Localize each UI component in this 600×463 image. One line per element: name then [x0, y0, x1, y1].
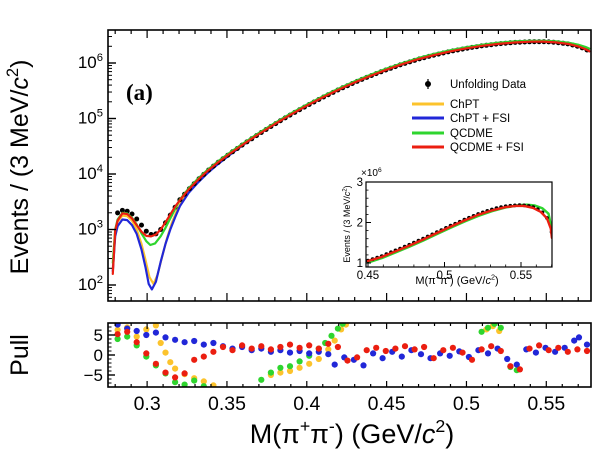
main-axes — [107, 29, 592, 302]
inset-plot: ×106 Events / (3 MeV/c2) M(π+π-) (GeV/c2… — [342, 167, 553, 287]
pull-y-tick-label: −5 — [84, 366, 103, 385]
legend: Unfolding Data ChPT ChPT + FSI QCDME QCD… — [412, 79, 527, 154]
inset-x-axis-title: M(π+π-) (GeV/c2) — [415, 273, 498, 287]
x-tick-label: 0.4 — [293, 393, 320, 415]
main-y-axis-title: Events / (3 MeV/c2) — [4, 60, 34, 275]
inset-y-tick-label: 2 — [357, 218, 363, 230]
pull-y-tick-label: 0 — [94, 346, 103, 365]
main-y-tick-label: 103 — [78, 219, 103, 239]
legend-row-qcdme-fsi: QCDME + FSI — [412, 142, 524, 154]
pull-axes — [107, 322, 592, 388]
x-tick-label: 0.3 — [134, 393, 161, 415]
main-y-tick-label: 104 — [78, 163, 103, 183]
inset-curves — [366, 203, 552, 264]
main-plot: (a) — [107, 29, 592, 302]
main-curves — [111, 39, 591, 291]
inset-scale-label: ×106 — [361, 167, 382, 179]
x-tick-label: 0.55 — [527, 393, 565, 415]
panel-label: (a) — [126, 80, 153, 105]
x-tick-label: 0.5 — [453, 393, 480, 415]
pull-points — [114, 323, 591, 387]
tick-labels: 102 103 104 105 106 50−5 0.3 0.35 0.4 0.45 0.5 0.55… — [78, 52, 566, 415]
inset-axes — [365, 181, 553, 268]
inset-y-tick-label: 3 — [357, 177, 363, 189]
x-tick-label: 0.35 — [208, 393, 246, 415]
inset-x-tick-label: 0.55 — [510, 270, 532, 282]
legend-row-chpt: ChPT — [412, 99, 479, 111]
legend-label-qcdme-fsi: QCDME + FSI — [450, 142, 524, 154]
legend-label-chpt-fsi: ChPT + FSI — [450, 113, 510, 125]
pull-y-axis-title: Pull — [6, 334, 34, 376]
legend-label-qcdme: QCDME — [450, 128, 493, 140]
inset-y-axis-title: Events / (3 MeV/c2) — [342, 185, 352, 262]
pull-y-tick-label: 5 — [94, 326, 103, 345]
main-y-tick-label: 105 — [78, 108, 103, 128]
inset-x-tick-label: 0.45 — [357, 270, 379, 282]
legend-row-qcdme: QCDME — [412, 128, 493, 140]
legend-row-chpt-fsi: ChPT + FSI — [412, 113, 510, 125]
inset-x-tick-label: 0.5 — [437, 270, 453, 282]
legend-row-data: Unfolding Data — [425, 79, 527, 91]
main-y-tick-label: 106 — [78, 52, 103, 72]
x-axis-title: M(π+π-) (GeV/c2) — [250, 416, 455, 449]
pull-plot — [107, 322, 592, 388]
main-y-tick-label: 102 — [78, 274, 103, 294]
inset-y-tick-label: 1 — [357, 258, 363, 270]
data-marker-icon — [425, 81, 431, 87]
legend-label-data: Unfolding Data — [450, 79, 527, 91]
x-tick-label: 0.45 — [368, 393, 406, 415]
legend-label-chpt: ChPT — [450, 99, 479, 111]
